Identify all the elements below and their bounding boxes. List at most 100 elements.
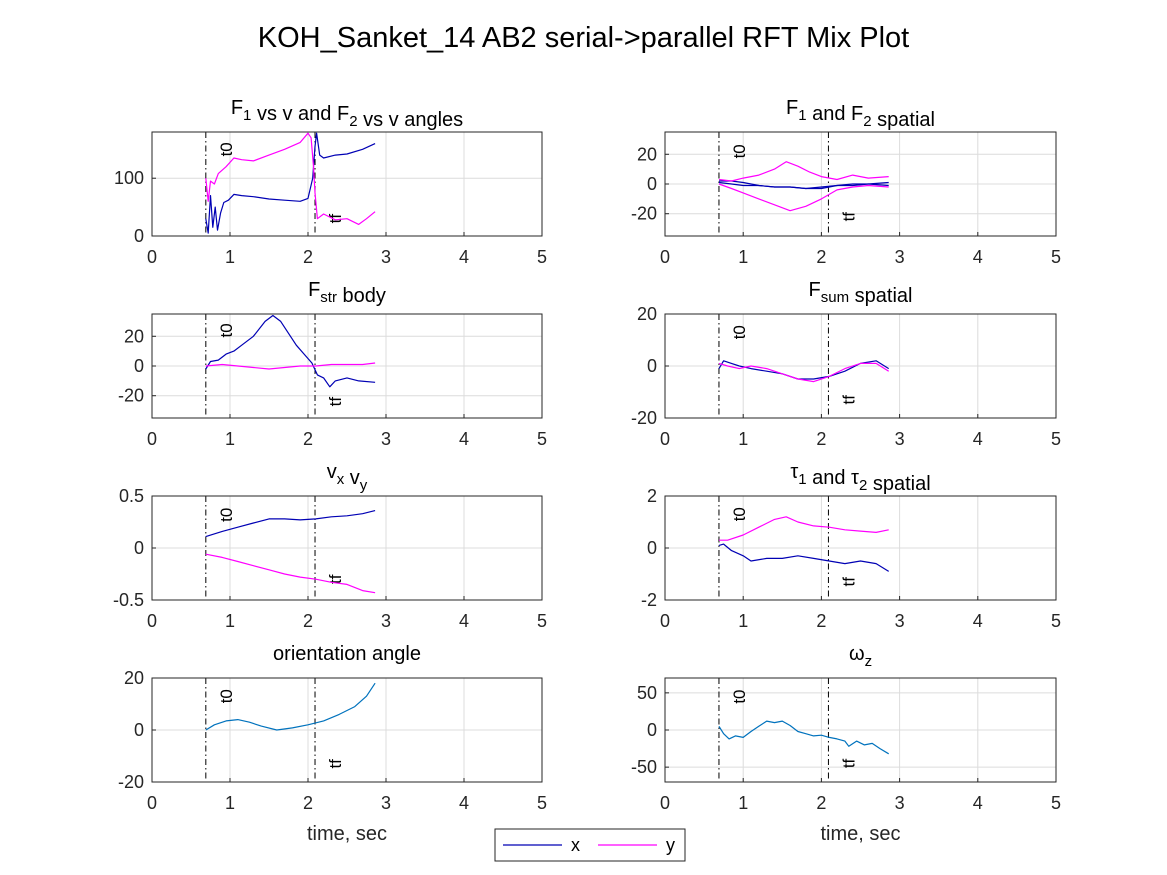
x-tick-label: 1 — [225, 793, 235, 813]
x-tick-label: 1 — [738, 611, 748, 631]
figure-title: KOH_Sanket_14 AB2 serial->parallel RFT M… — [258, 22, 909, 54]
subplot-title: Fstr body — [308, 279, 386, 307]
x-axis-label: time, sec — [820, 823, 900, 845]
series-line-y — [718, 183, 889, 212]
y-tick-label: 0 — [134, 538, 144, 558]
y-tick-label: -0.5 — [113, 590, 144, 610]
y-tick-label: 0.5 — [119, 486, 144, 506]
x-tick-label: 5 — [537, 429, 547, 449]
x-tick-label: 4 — [459, 247, 469, 267]
plot-data: t0 tf — [205, 132, 376, 236]
y-tick-label: 0 — [134, 226, 144, 246]
series-line-x — [205, 314, 376, 388]
x-tick-label: 1 — [738, 247, 748, 267]
x-tick-label: 3 — [381, 247, 391, 267]
subplot-title: τ1 and τ2 spatial — [790, 461, 930, 495]
x-tick-label: 0 — [147, 429, 157, 449]
x-tick-label: 3 — [381, 793, 391, 813]
axes-box — [151, 131, 543, 237]
x-tick-label: 4 — [973, 429, 983, 449]
x-tick-label: 3 — [895, 429, 905, 449]
event-label-tf: tf — [326, 759, 345, 769]
event-label-t0: t0 — [217, 323, 236, 337]
y-tick-label: 100 — [114, 168, 144, 188]
x-tick-label: 1 — [225, 611, 235, 631]
series-line-y — [718, 362, 890, 383]
y-tick-label: -20 — [631, 408, 657, 428]
x-tick-label: 4 — [973, 793, 983, 813]
series-line-y — [719, 516, 889, 541]
y-tick-label: 20 — [637, 304, 657, 324]
x-tick-label: 0 — [147, 793, 157, 813]
event-label-t0: t0 — [730, 325, 749, 339]
plot-data: t0 tf — [205, 496, 376, 600]
y-tick-label: 20 — [124, 326, 144, 346]
x-tick-label: 0 — [147, 611, 157, 631]
x-tick-label: 2 — [816, 429, 826, 449]
x-tick-label: 0 — [660, 247, 670, 267]
series-line-x — [719, 180, 889, 190]
x-tick-label: 5 — [1051, 793, 1061, 813]
subplot-p2: t0 tf 0 1 2 3 4 5 -20 0 20 F1 and F2 spatial — [631, 97, 1061, 267]
x-tick-label: 5 — [537, 611, 547, 631]
plot-data: t0 tf — [718, 132, 889, 236]
y-tick-label: 0 — [134, 720, 144, 740]
plot-data: t0 tf — [718, 496, 890, 600]
x-tick-label: 2 — [303, 429, 313, 449]
series-line-x — [205, 132, 376, 234]
series-line-single — [205, 682, 376, 731]
plot-data: t0 tf — [205, 678, 376, 782]
x-tick-label: 0 — [660, 793, 670, 813]
subplot-p1: t0 tf 0 1 2 3 4 5 0 100 F1 vs v and F2 vs v angles — [114, 97, 547, 267]
x-tick-label: 1 — [225, 429, 235, 449]
plot-data: t0 tf — [205, 314, 376, 418]
legend-label-y: y — [666, 835, 675, 855]
x-tick-label: 1 — [225, 247, 235, 267]
event-label-tf: tf — [839, 577, 858, 587]
x-tick-label: 2 — [816, 247, 826, 267]
y-tick-label: 0 — [134, 356, 144, 376]
series-line-y — [205, 132, 376, 225]
y-tick-label: 20 — [637, 144, 657, 164]
subplot-title: F1 vs v and F2 vs v angles — [231, 97, 463, 131]
x-tick-label: 2 — [816, 793, 826, 813]
event-label-tf: tf — [839, 758, 858, 768]
series-line-y — [718, 161, 889, 182]
y-tick-label: 0 — [647, 356, 657, 376]
x-tick-label: 3 — [895, 611, 905, 631]
x-tick-label: 4 — [973, 611, 983, 631]
subplot-title: Fsum spatial — [809, 279, 913, 307]
y-tick-label: 0 — [647, 720, 657, 740]
x-tick-label: 4 — [459, 429, 469, 449]
x-tick-label: 3 — [381, 429, 391, 449]
x-tick-label: 2 — [303, 247, 313, 267]
subplot-title: vx vy — [327, 461, 368, 494]
x-axis-label: time, sec — [307, 823, 387, 845]
y-tick-label: 0 — [647, 174, 657, 194]
event-label-tf: tf — [326, 397, 345, 407]
event-label-t0: t0 — [730, 507, 749, 521]
y-tick-label: -20 — [118, 772, 144, 792]
event-label-t0: t0 — [730, 689, 749, 703]
y-tick-label: 0 — [647, 538, 657, 558]
y-tick-label: -20 — [631, 204, 657, 224]
event-label-tf: tf — [326, 574, 345, 584]
event-label-tf: tf — [326, 214, 345, 224]
plot-data: t0 tf — [718, 314, 890, 418]
x-tick-label: 4 — [973, 247, 983, 267]
series-line-single — [718, 720, 890, 755]
y-tick-label: 2 — [647, 486, 657, 506]
subplot-p3: t0 tf 0 1 2 3 4 5 -20 0 20 Fstr body — [118, 279, 547, 449]
subplot-title: orientation angle — [273, 643, 421, 665]
x-tick-label: 1 — [738, 793, 748, 813]
x-tick-label: 0 — [660, 611, 670, 631]
y-tick-label: 50 — [637, 683, 657, 703]
x-tick-label: 4 — [459, 793, 469, 813]
